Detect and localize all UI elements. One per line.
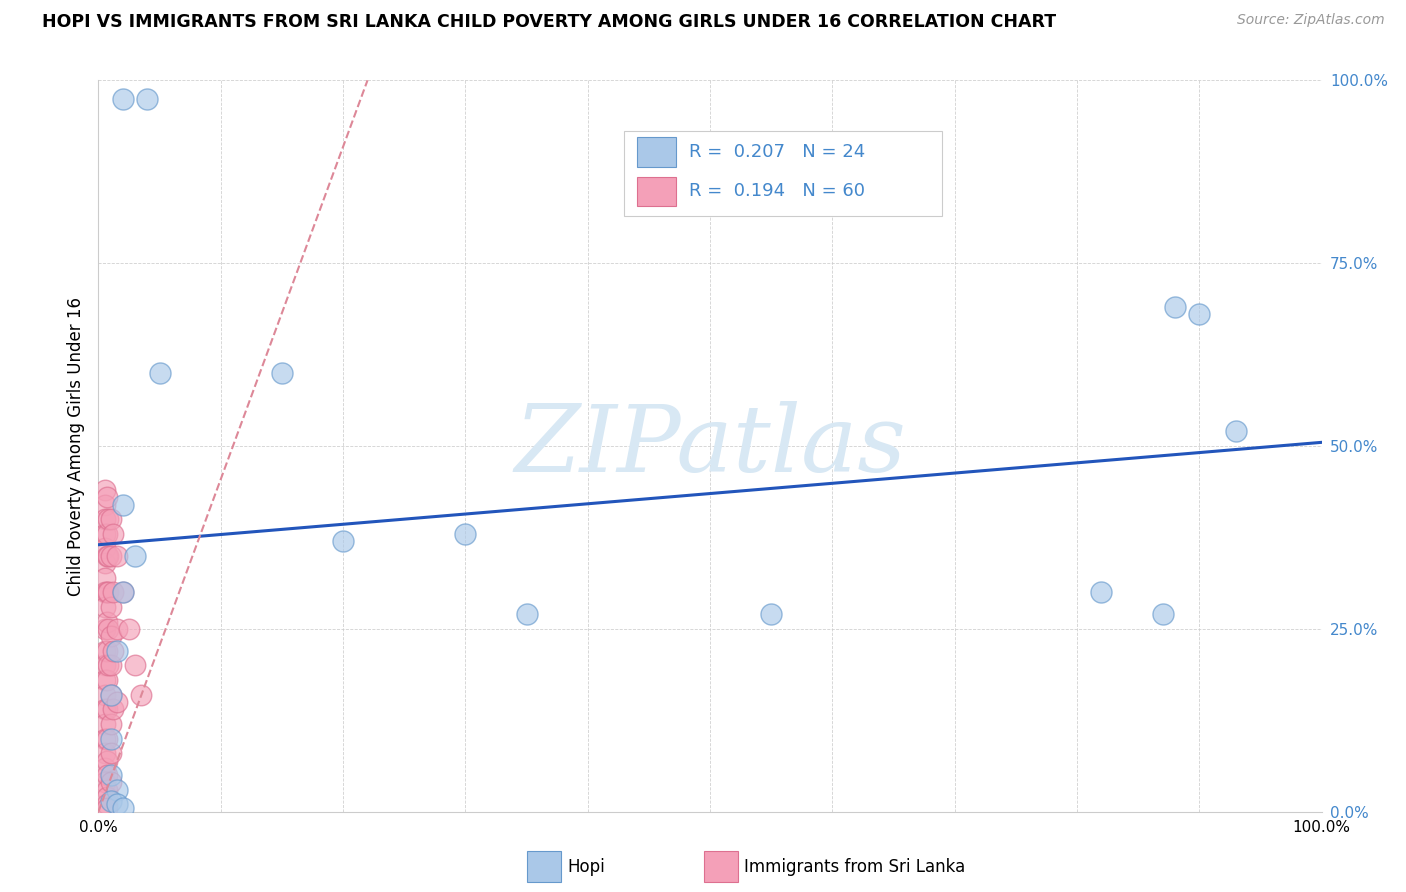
Point <box>96 782 118 797</box>
Point <box>101 644 124 658</box>
Text: HOPI VS IMMIGRANTS FROM SRI LANKA CHILD POVERTY AMONG GIRLS UNDER 16 CORRELATION: HOPI VS IMMIGRANTS FROM SRI LANKA CHILD … <box>42 13 1056 31</box>
Point <box>93 775 115 789</box>
Point <box>101 702 124 716</box>
Point <box>100 549 122 563</box>
Point <box>100 717 122 731</box>
Text: ZIPatlas: ZIPatlas <box>515 401 905 491</box>
Point <box>96 673 118 687</box>
Point <box>96 768 118 782</box>
Point <box>93 541 115 556</box>
Point <box>100 775 122 789</box>
Point <box>105 644 128 658</box>
Point <box>129 688 152 702</box>
Point <box>136 92 159 106</box>
Point <box>93 731 115 746</box>
Text: Source: ZipAtlas.com: Source: ZipAtlas.com <box>1237 13 1385 28</box>
FancyBboxPatch shape <box>637 177 676 206</box>
Y-axis label: Child Poverty Among Girls Under 16: Child Poverty Among Girls Under 16 <box>66 296 84 596</box>
Point <box>100 688 122 702</box>
Point <box>454 526 477 541</box>
Point <box>118 622 141 636</box>
Point <box>1090 585 1112 599</box>
Point <box>111 801 134 815</box>
FancyBboxPatch shape <box>526 851 561 882</box>
Point <box>96 731 118 746</box>
Point <box>97 622 120 636</box>
Point <box>96 801 118 815</box>
Point <box>93 512 115 526</box>
Point <box>100 688 122 702</box>
Point <box>101 526 124 541</box>
Point <box>100 599 122 614</box>
Point <box>93 556 115 570</box>
Point <box>515 607 537 622</box>
Point <box>93 498 115 512</box>
Point <box>105 797 128 812</box>
FancyBboxPatch shape <box>637 137 676 167</box>
Text: R =  0.194   N = 60: R = 0.194 N = 60 <box>689 183 865 201</box>
Point <box>100 794 122 808</box>
Text: Immigrants from Sri Lanka: Immigrants from Sri Lanka <box>744 857 966 876</box>
Point <box>124 549 146 563</box>
Point <box>111 585 134 599</box>
Point <box>97 585 120 599</box>
Point <box>332 534 354 549</box>
Point <box>97 512 120 526</box>
Point <box>1152 607 1174 622</box>
Point <box>111 498 134 512</box>
Point <box>93 644 115 658</box>
Text: Hopi: Hopi <box>567 857 605 876</box>
Point <box>93 585 115 599</box>
Point <box>93 673 115 687</box>
Point <box>93 761 115 775</box>
Point <box>93 702 115 716</box>
Point <box>124 658 146 673</box>
Point <box>105 782 128 797</box>
Point <box>93 526 115 541</box>
Point <box>101 585 124 599</box>
Point <box>270 366 294 380</box>
Point <box>96 702 118 716</box>
Point <box>100 731 122 746</box>
Point <box>93 622 115 636</box>
FancyBboxPatch shape <box>624 131 942 216</box>
Point <box>100 629 122 643</box>
FancyBboxPatch shape <box>704 851 738 882</box>
Point <box>761 607 783 622</box>
Point <box>111 585 134 599</box>
Point <box>96 549 118 563</box>
Point <box>96 797 118 812</box>
Point <box>96 526 118 541</box>
Point <box>105 549 128 563</box>
Point <box>96 490 118 504</box>
Point <box>96 585 118 599</box>
Point <box>93 717 115 731</box>
Point <box>105 622 128 636</box>
Point <box>93 746 115 760</box>
Point <box>100 746 122 760</box>
Point <box>96 644 118 658</box>
Point <box>97 549 120 563</box>
Point <box>1188 307 1211 321</box>
Point <box>96 754 118 768</box>
Point <box>93 483 115 497</box>
Point <box>96 615 118 629</box>
Point <box>93 688 115 702</box>
Point <box>1164 300 1187 314</box>
Text: R =  0.207   N = 24: R = 0.207 N = 24 <box>689 143 866 161</box>
Point <box>96 790 118 805</box>
Point <box>93 571 115 585</box>
Point <box>100 658 122 673</box>
Point <box>100 768 122 782</box>
Point <box>93 599 115 614</box>
Point <box>111 92 134 106</box>
Point <box>149 366 172 380</box>
Point <box>93 658 115 673</box>
Point <box>1225 425 1247 439</box>
Point <box>105 695 128 709</box>
Point <box>97 658 120 673</box>
Point <box>100 512 122 526</box>
